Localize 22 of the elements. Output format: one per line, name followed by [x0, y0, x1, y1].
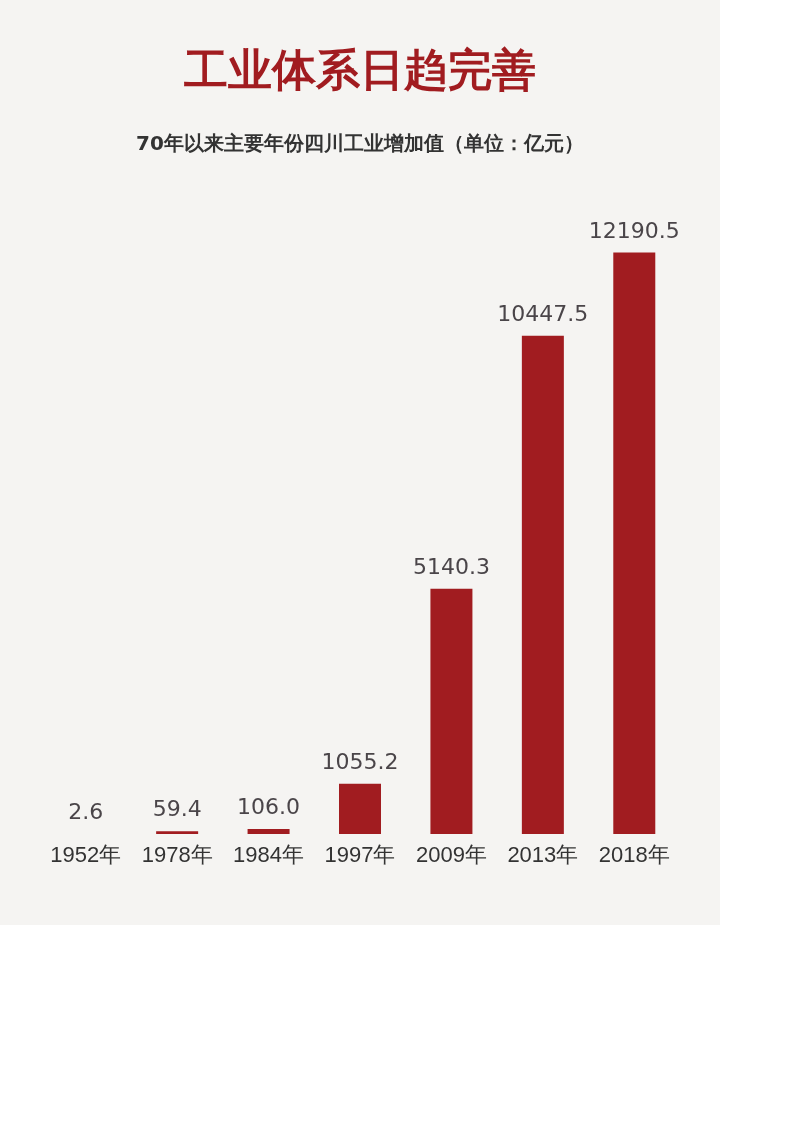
x-tick-label: 1978年 [141, 841, 213, 867]
x-tick-label: 1984年 [233, 841, 305, 867]
bar [339, 783, 381, 834]
data-label: 10447.5 [497, 300, 589, 326]
x-tick-label: 1997年 [324, 841, 396, 867]
chart-subtitle: 70年以来主要年份四川工业增加值（单位：亿元） [136, 131, 584, 155]
data-label: 5140.3 [412, 553, 490, 579]
bar [521, 335, 564, 834]
data-label: 1055.2 [321, 748, 399, 774]
data-label: 12190.5 [588, 217, 680, 243]
x-tick-label: 2009年 [415, 841, 487, 867]
bar [613, 252, 656, 834]
data-label: 59.4 [152, 796, 202, 822]
bar [430, 588, 473, 834]
bar [247, 828, 290, 834]
x-tick-label: 2018年 [598, 841, 670, 867]
x-tick-label: 1952年 [50, 841, 122, 867]
data-label: 2.6 [68, 798, 104, 824]
data-label: 106.0 [237, 793, 301, 819]
chart-title: 工业体系日趋完善 [184, 44, 536, 95]
x-tick-label: 2013年 [507, 841, 579, 867]
bar [156, 831, 199, 834]
